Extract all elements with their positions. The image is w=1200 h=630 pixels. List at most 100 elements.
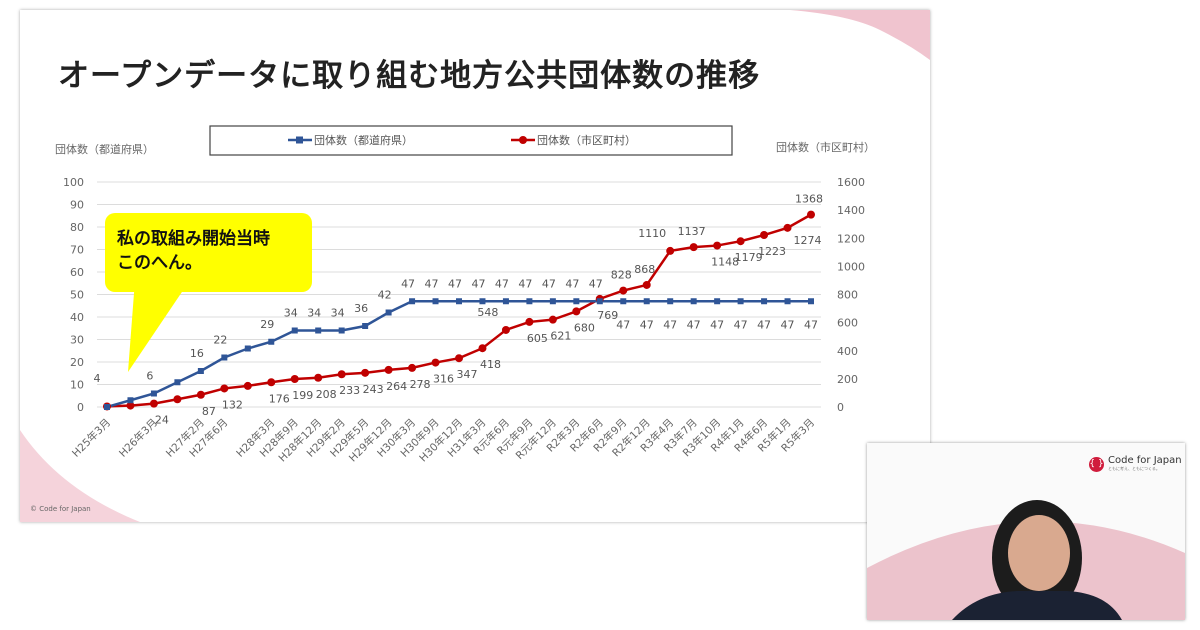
- data-point-prefecture: [197, 368, 204, 374]
- pink-corner-top-right: [790, 10, 930, 60]
- data-point-municipality: [384, 365, 393, 374]
- x-tick-label: H26年3月: [116, 416, 160, 460]
- data-label-prefecture: 47: [640, 318, 654, 331]
- data-point-prefecture: [784, 298, 791, 305]
- code-for-japan-logo: { } Code for Japan ともに考え、ともにつくる。: [1089, 456, 1182, 472]
- y-right-tick-label: 800: [837, 289, 858, 302]
- slide: 0 10 20 30 40 50 60 70 80 90 100 0 200 400 600 800 1000 1…: [20, 10, 930, 522]
- data-point-prefecture: [127, 397, 134, 404]
- data-label-prefecture: 47: [804, 318, 818, 331]
- data-label-prefecture: 47: [401, 277, 415, 290]
- data-label-municipality: 87: [202, 405, 216, 418]
- data-label-municipality: 418: [480, 358, 501, 371]
- data-point-municipality: [149, 399, 158, 408]
- y-axis-right-title: 団体数（市区町村）: [776, 140, 875, 154]
- data-label-prefecture: 47: [425, 277, 439, 290]
- data-point-municipality: [689, 243, 698, 252]
- data-label-prefecture: 47: [781, 318, 795, 331]
- data-point-prefecture: [385, 309, 392, 316]
- data-point-prefecture: [244, 345, 251, 352]
- x-tick-label: H25年3月: [69, 416, 113, 460]
- data-label-prefecture: 6: [146, 370, 153, 383]
- data-label-municipality: 1274: [794, 234, 822, 247]
- data-label-prefecture: 47: [663, 318, 677, 331]
- data-label-municipality: 1110: [638, 227, 666, 240]
- data-label-municipality: 769: [597, 309, 618, 322]
- data-label-municipality: 199: [292, 389, 313, 402]
- data-point-municipality: [408, 363, 417, 372]
- data-point-municipality: [807, 210, 815, 219]
- data-point-prefecture: [667, 298, 674, 305]
- callout-tail: [128, 280, 190, 372]
- data-label-prefecture: 47: [448, 277, 462, 290]
- data-point-municipality: [290, 375, 299, 384]
- copyright-footer: © Code for Japan: [30, 505, 91, 513]
- data-label-prefecture: 42: [378, 289, 392, 302]
- logo-text: Code for Japan: [1108, 455, 1182, 466]
- y-left-tick-label: 20: [70, 356, 84, 369]
- data-point-municipality: [501, 325, 510, 334]
- y-right-tick-label: 1600: [837, 176, 865, 189]
- callout-line-1: 私の取組み開始当時: [117, 229, 270, 249]
- chart-legend: 団体数（都道府県） 団体数（市区町村）: [209, 125, 733, 156]
- data-label-prefecture: 47: [687, 318, 701, 331]
- data-point-prefecture: [432, 298, 439, 305]
- data-point-municipality: [642, 280, 651, 289]
- data-point-prefecture: [221, 354, 228, 361]
- data-point-municipality: [243, 381, 252, 390]
- data-label-municipality: 1179: [735, 251, 763, 264]
- y-left-tick-label: 90: [70, 199, 84, 212]
- data-point-prefecture: [362, 323, 369, 329]
- data-point-prefecture: [714, 298, 721, 305]
- y-left-tick-label: 0: [77, 401, 84, 414]
- data-point-municipality: [455, 354, 463, 363]
- data-label-municipality: 24: [155, 414, 169, 427]
- data-point-municipality: [736, 237, 745, 246]
- data-point-municipality: [666, 246, 675, 255]
- data-label-municipality: 828: [611, 269, 632, 282]
- data-point-prefecture: [690, 298, 697, 305]
- data-label-prefecture: 47: [542, 277, 556, 290]
- data-point-prefecture: [808, 298, 814, 305]
- data-point-municipality: [337, 370, 346, 379]
- data-label-municipality: 680: [574, 321, 595, 334]
- y-left-tick-label: 50: [70, 289, 84, 302]
- y-right-tick-label: 200: [837, 373, 858, 386]
- y-right-tick-label: 0: [837, 401, 844, 414]
- data-label-prefecture: 47: [565, 277, 579, 290]
- data-point-prefecture: [596, 298, 603, 305]
- data-label-municipality: 605: [527, 332, 548, 345]
- data-point-municipality: [431, 358, 440, 367]
- data-label-prefecture: 47: [734, 318, 748, 331]
- data-point-prefecture: [338, 327, 345, 334]
- speaker-shirt: [952, 591, 1122, 620]
- data-point-prefecture: [150, 390, 157, 397]
- y-left-tick-label: 70: [70, 244, 84, 257]
- y-right-tick-label: 600: [837, 317, 858, 330]
- data-label-municipality: 621: [550, 330, 571, 343]
- data-point-municipality: [361, 368, 370, 377]
- data-label-prefecture: 34: [284, 307, 298, 320]
- data-point-prefecture: [737, 298, 744, 305]
- data-label-prefecture: 47: [616, 318, 630, 331]
- data-point-prefecture: [409, 298, 416, 305]
- data-label-prefecture: 16: [190, 347, 204, 360]
- data-label-municipality: 278: [410, 378, 431, 391]
- chart: 0102030405060708090100020040060080010001…: [20, 10, 930, 522]
- pink-corner-bottom-left: [20, 430, 140, 522]
- data-label-prefecture: 47: [710, 318, 724, 331]
- data-point-municipality: [783, 223, 792, 232]
- data-label-municipality: 548: [477, 306, 498, 319]
- data-label-municipality: 208: [316, 388, 337, 401]
- data-label-municipality: 347: [457, 368, 478, 381]
- data-point-prefecture: [502, 298, 509, 305]
- data-label-municipality: 176: [269, 392, 290, 405]
- y-left-tick-label: 40: [70, 311, 84, 324]
- data-point-prefecture: [761, 298, 768, 305]
- data-label-prefecture: 47: [471, 277, 485, 290]
- data-label-prefecture: 47: [518, 277, 532, 290]
- slide-title: オープンデータに取り組む地方公共団体数の推移: [58, 58, 761, 94]
- data-label-municipality: 1368: [795, 193, 823, 206]
- data-label-municipality: 233: [339, 384, 360, 397]
- data-point-municipality: [314, 373, 323, 382]
